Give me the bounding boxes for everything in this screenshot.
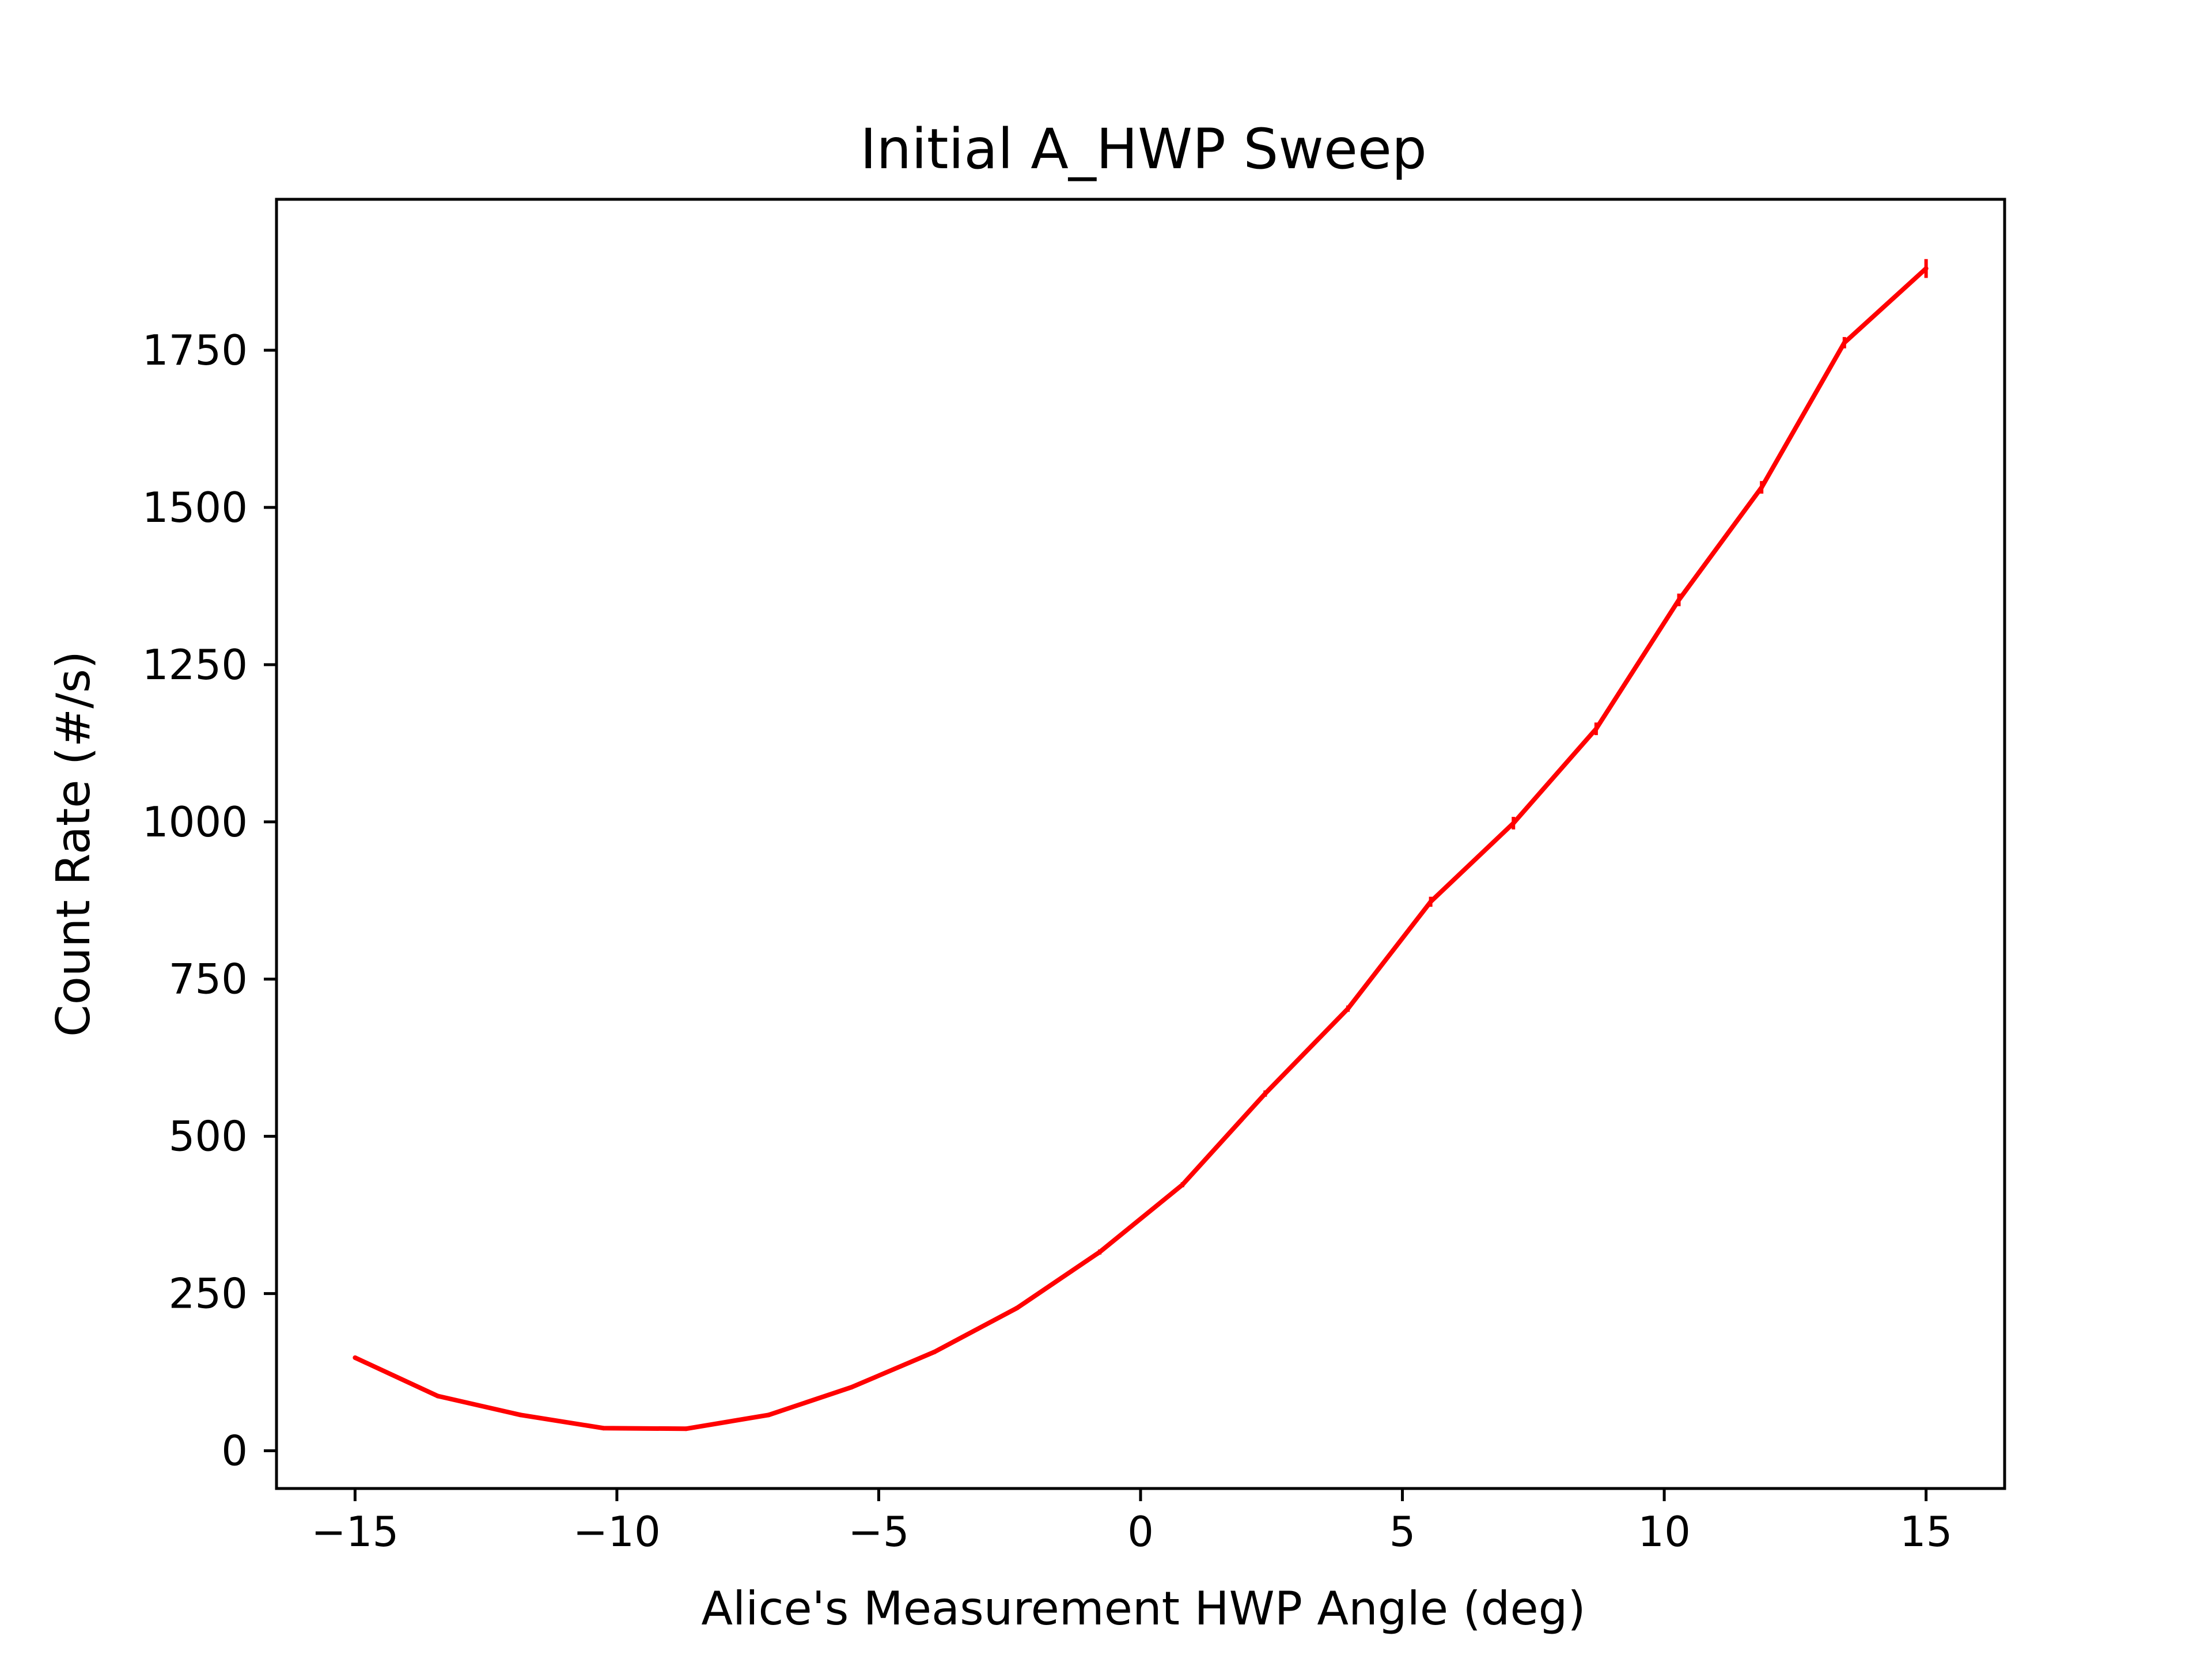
data-point [1593,726,1599,732]
data-point [601,1426,606,1431]
data-point [1180,1182,1185,1187]
y-tick-label: 1500 [142,483,248,532]
data-point [1263,1091,1268,1096]
x-tick-label: 15 [1900,1508,1953,1556]
plot-frame [275,198,2006,1490]
y-tick-label: 0 [221,1426,248,1475]
data-point [1759,485,1764,490]
y-tick-label: 500 [169,1112,248,1161]
data-point [1511,820,1516,825]
series-layer [353,259,1929,1431]
chart-title: Initial A_HWP Sweep [860,117,1427,181]
data-point [931,1350,937,1355]
data-point [1014,1305,1020,1310]
data-point [849,1385,854,1390]
data-point [1842,340,1847,345]
data-point [1676,597,1681,603]
y-tick-label: 1000 [142,798,248,846]
x-tick-label: 5 [1389,1508,1416,1556]
x-tick-label: −5 [848,1508,909,1556]
y-tick-label: 1750 [142,326,248,374]
plot-area: −15 −10 −5 0 5 10 15 0 250 500 750 1000 1250 1500 175… [142,198,2006,1556]
y-tick-label: 750 [169,955,248,1003]
y-axis: 0 250 500 750 1000 1250 1500 1750 [142,326,276,1475]
y-tick-label: 1250 [142,641,248,689]
data-point [518,1412,523,1418]
data-point [1923,266,1929,271]
data-point [683,1426,688,1431]
y-tick-label: 250 [169,1270,248,1318]
data-point [353,1355,358,1360]
data-point [435,1393,440,1399]
data-point [1346,1006,1350,1012]
data-point [1428,899,1433,904]
data-point [766,1412,771,1418]
y-axis-label: Count Rate (#/s) [47,651,100,1037]
x-axis: −15 −10 −5 0 5 10 15 [311,1488,1952,1556]
x-axis-label: Alice's Measurement HWP Angle (deg) [701,1582,1585,1635]
x-tick-label: −15 [311,1508,399,1556]
x-tick-label: 10 [1638,1508,1691,1556]
series-line [354,267,1928,1431]
data-point [1097,1249,1103,1255]
x-tick-label: 0 [1127,1508,1154,1556]
x-tick-label: −10 [573,1508,661,1556]
